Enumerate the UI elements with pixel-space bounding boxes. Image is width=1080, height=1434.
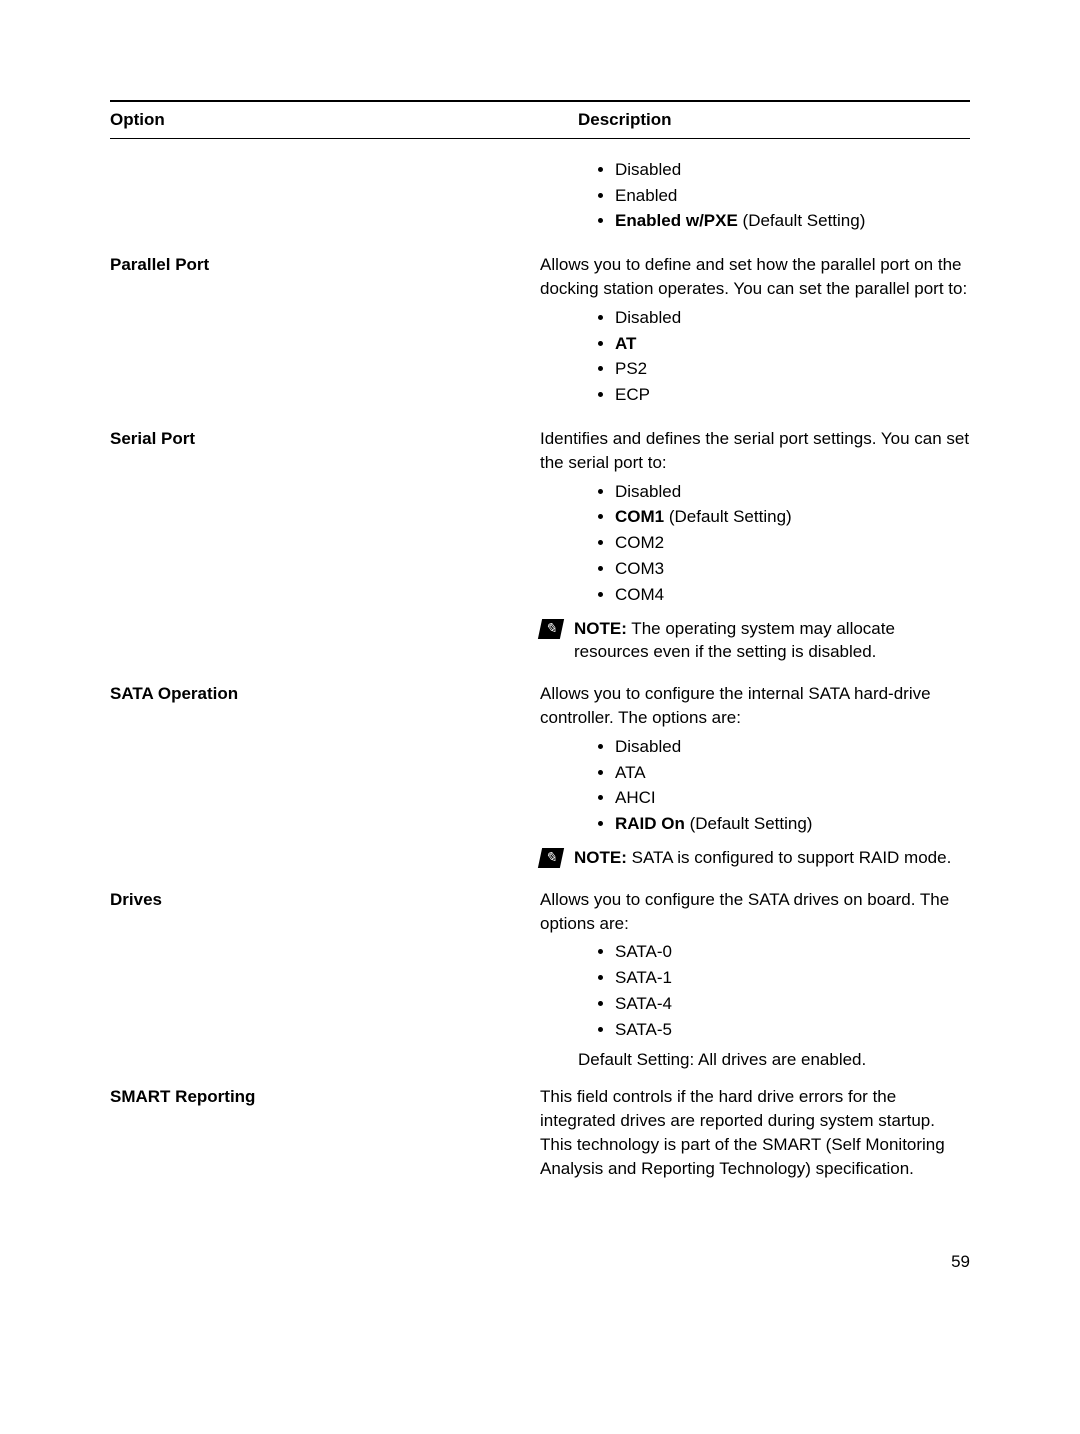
header-description: Description <box>540 108 970 132</box>
option-row: DrivesAllows you to configure the SATA d… <box>110 888 970 1072</box>
bullet-item: Disabled <box>615 480 970 504</box>
note-block: ✎ NOTE: SATA is configured to support RAI… <box>540 846 970 870</box>
bullet-item: SATA-4 <box>615 992 970 1016</box>
bullet-item: COM1 (Default Setting) <box>615 505 970 529</box>
bullet-item: SATA-1 <box>615 966 970 990</box>
bullet-item: COM2 <box>615 531 970 555</box>
bullet-item: Enabled w/PXE (Default Setting) <box>615 209 970 233</box>
option-label: Drives <box>110 888 540 1072</box>
option-description: This field controls if the hard drive er… <box>540 1085 970 1180</box>
option-description: Allows you to configure the SATA drives … <box>540 888 970 1072</box>
description-intro: Allows you to configure the SATA drives … <box>540 888 970 936</box>
description-intro: Identifies and defines the serial port s… <box>540 427 970 475</box>
option-description: Identifies and defines the serial port s… <box>540 427 970 668</box>
option-label: Parallel Port <box>110 253 540 413</box>
option-row: DisabledEnabledEnabled w/PXE (Default Se… <box>110 153 970 239</box>
option-label: SMART Reporting <box>110 1085 540 1180</box>
bullet-item: SATA-5 <box>615 1018 970 1042</box>
bullet-item: AHCI <box>615 786 970 810</box>
option-bullets: SATA-0SATA-1SATA-4SATA-5 <box>615 940 970 1041</box>
option-label <box>110 153 540 239</box>
option-bullets: DisabledATPS2ECP <box>615 306 970 407</box>
description-intro: Allows you to configure the internal SAT… <box>540 682 970 730</box>
bullet-item: COM3 <box>615 557 970 581</box>
note-text: NOTE: The operating system may allocate … <box>574 617 970 665</box>
option-row: Serial PortIdentifies and defines the se… <box>110 427 970 668</box>
description-intro: Allows you to define and set how the par… <box>540 253 970 301</box>
option-description: DisabledEnabledEnabled w/PXE (Default Se… <box>540 153 970 239</box>
note-icon: ✎ <box>538 848 564 868</box>
header-option: Option <box>110 108 540 132</box>
option-description: Allows you to define and set how the par… <box>540 253 970 413</box>
option-description: Allows you to configure the internal SAT… <box>540 682 970 874</box>
bullet-item: RAID On (Default Setting) <box>615 812 970 836</box>
note-block: ✎ NOTE: The operating system may allocate… <box>540 617 970 665</box>
bullet-item: Disabled <box>615 735 970 759</box>
option-bullets: DisabledCOM1 (Default Setting)COM2COM3CO… <box>615 480 970 607</box>
bullet-item: Disabled <box>615 306 970 330</box>
bullet-item: ATA <box>615 761 970 785</box>
option-bullets: DisabledEnabledEnabled w/PXE (Default Se… <box>615 158 970 233</box>
option-row: SMART ReportingThis field controls if th… <box>110 1085 970 1180</box>
note-icon: ✎ <box>538 619 564 639</box>
option-bullets: DisabledATAAHCIRAID On (Default Setting) <box>615 735 970 836</box>
option-row: SATA OperationAllows you to configure th… <box>110 682 970 874</box>
table-header: Option Description <box>110 100 970 139</box>
option-row: Parallel PortAllows you to define and se… <box>110 253 970 413</box>
bullet-item: SATA-0 <box>615 940 970 964</box>
option-label: Serial Port <box>110 427 540 668</box>
bullet-item: ECP <box>615 383 970 407</box>
page-number: 59 <box>110 1250 970 1274</box>
bullet-item: AT <box>615 332 970 356</box>
description-intro: This field controls if the hard drive er… <box>540 1085 970 1180</box>
note-text: NOTE: SATA is configured to support RAID… <box>574 846 970 870</box>
bullet-item: COM4 <box>615 583 970 607</box>
bullet-item: Enabled <box>615 184 970 208</box>
option-label: SATA Operation <box>110 682 540 874</box>
description-outro: Default Setting: All drives are enabled. <box>578 1048 970 1072</box>
bullet-item: Disabled <box>615 158 970 182</box>
bullet-item: PS2 <box>615 357 970 381</box>
